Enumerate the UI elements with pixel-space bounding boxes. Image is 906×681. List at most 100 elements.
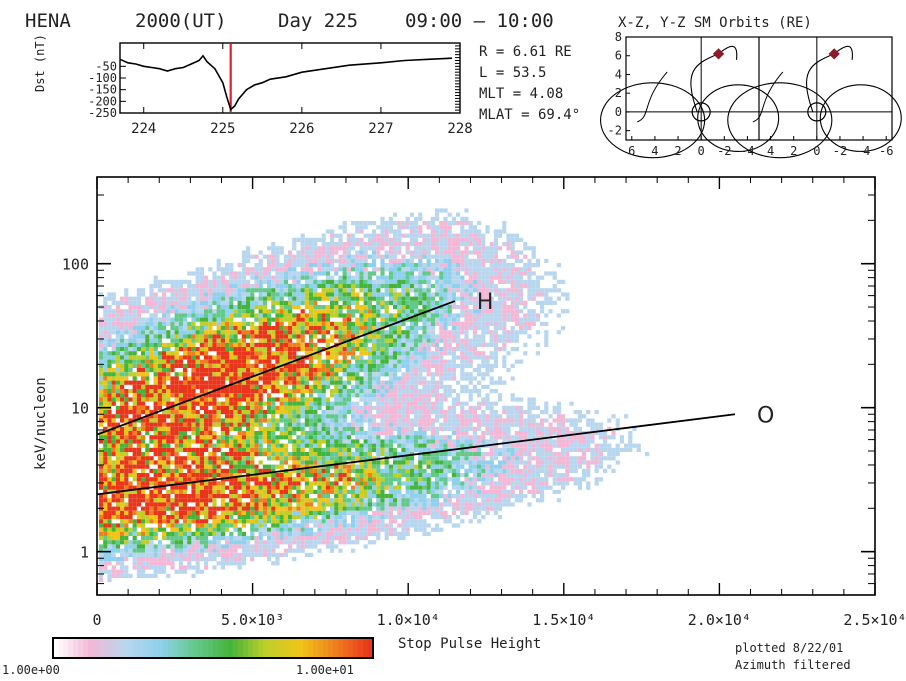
heatmap-cell bbox=[183, 431, 188, 436]
heatmap-cell bbox=[401, 338, 406, 343]
heatmap-cell bbox=[304, 414, 309, 419]
heatmap-cell bbox=[380, 317, 385, 322]
heatmap-cell bbox=[120, 561, 125, 566]
heatmap-cell bbox=[342, 258, 347, 263]
heatmap-cell bbox=[334, 519, 339, 524]
heatmap-cell bbox=[338, 422, 343, 427]
heatmap-cell bbox=[275, 498, 280, 503]
heatmap-cell bbox=[149, 347, 154, 352]
heatmap-cell bbox=[115, 393, 120, 398]
heatmap-cell bbox=[321, 414, 326, 419]
heatmap-cell bbox=[334, 271, 339, 276]
heatmap-cell bbox=[132, 473, 137, 478]
heatmap-cell bbox=[99, 393, 104, 398]
heatmap-cell bbox=[199, 351, 204, 356]
heatmap-cell bbox=[103, 552, 108, 557]
heatmap-cell bbox=[405, 271, 410, 276]
heatmap-cell bbox=[246, 410, 251, 415]
heatmap-cell bbox=[351, 313, 356, 318]
heatmap-cell bbox=[321, 485, 326, 490]
heatmap-cell bbox=[296, 389, 301, 394]
heatmap-cell bbox=[187, 363, 192, 368]
heatmap-cell bbox=[279, 531, 284, 536]
heatmap-cell bbox=[191, 515, 196, 520]
heatmap-cell bbox=[178, 326, 183, 331]
heatmap-cell bbox=[271, 342, 276, 347]
heatmap-cell bbox=[111, 447, 116, 452]
heatmap-cell bbox=[199, 359, 204, 364]
heatmap-cell bbox=[141, 477, 146, 482]
heatmap-cell bbox=[254, 515, 259, 520]
heatmap-cell bbox=[195, 481, 200, 486]
heatmap-cell bbox=[233, 372, 238, 377]
heatmap-cell bbox=[178, 468, 183, 473]
heatmap-cell bbox=[313, 296, 318, 301]
heatmap-cell bbox=[229, 279, 234, 284]
heatmap-cell bbox=[216, 523, 221, 528]
heatmap-cell bbox=[376, 519, 381, 524]
heatmap-cell bbox=[304, 372, 309, 377]
heatmap-cell bbox=[216, 334, 221, 339]
heatmap-cell bbox=[241, 271, 246, 276]
heatmap-cell bbox=[225, 473, 230, 478]
heatmap-cell bbox=[292, 414, 297, 419]
heatmap-cell bbox=[246, 363, 251, 368]
heatmap-cell bbox=[115, 510, 120, 515]
heatmap-cell bbox=[128, 321, 133, 326]
heatmap-cell bbox=[296, 292, 301, 297]
heatmap-cell bbox=[267, 531, 272, 536]
heatmap-cell bbox=[342, 435, 347, 440]
heatmap-cell bbox=[145, 326, 150, 331]
heatmap-cell bbox=[212, 418, 217, 423]
heatmap-cell bbox=[267, 548, 272, 553]
heatmap-cell bbox=[388, 477, 393, 482]
heatmap-cell bbox=[225, 326, 230, 331]
heatmap-cell bbox=[380, 418, 385, 423]
heatmap-cell bbox=[141, 552, 146, 557]
heatmap-cell bbox=[141, 309, 146, 314]
heatmap-cell bbox=[401, 460, 406, 465]
heatmap-cell bbox=[212, 443, 217, 448]
heatmap-cell bbox=[103, 393, 108, 398]
heatmap-cell bbox=[204, 527, 209, 532]
heatmap-cell bbox=[141, 561, 146, 566]
heatmap-cell bbox=[204, 397, 209, 402]
heatmap-cell bbox=[124, 317, 129, 322]
heatmap-cell bbox=[216, 279, 221, 284]
heatmap-cell bbox=[384, 494, 389, 499]
heatmap-cell bbox=[128, 552, 133, 557]
heatmap-cell bbox=[321, 447, 326, 452]
heatmap-cell bbox=[99, 531, 104, 536]
heatmap-cell bbox=[229, 485, 234, 490]
heatmap-cell bbox=[195, 435, 200, 440]
heatmap-cell bbox=[325, 368, 330, 373]
heatmap-cell bbox=[162, 389, 167, 394]
heatmap-cell bbox=[388, 317, 393, 322]
heatmap-cell bbox=[304, 321, 309, 326]
heatmap-cell bbox=[363, 292, 368, 297]
heatmap-cell bbox=[111, 557, 116, 562]
heatmap-cell bbox=[380, 452, 385, 457]
heatmap-cell bbox=[330, 263, 335, 268]
heatmap-cell bbox=[393, 229, 398, 234]
heatmap-cell bbox=[204, 313, 209, 318]
heatmap-cell bbox=[178, 347, 183, 352]
heatmap-cell bbox=[384, 321, 389, 326]
heatmap-cell bbox=[246, 494, 251, 499]
heatmap-cell bbox=[212, 447, 217, 452]
heatmap-cell bbox=[229, 414, 234, 419]
heatmap-cell bbox=[262, 389, 267, 394]
heatmap-cell bbox=[216, 359, 221, 364]
heatmap-cell bbox=[300, 536, 305, 541]
heatmap-cell bbox=[128, 494, 133, 499]
heatmap-cell bbox=[174, 510, 179, 515]
heatmap-cell bbox=[267, 485, 272, 490]
heatmap-cell bbox=[317, 363, 322, 368]
heatmap-cell bbox=[132, 485, 137, 490]
heatmap-cell bbox=[330, 284, 335, 289]
heatmap-cell bbox=[397, 275, 402, 280]
heatmap-cell bbox=[275, 250, 280, 255]
heatmap-cell bbox=[225, 418, 230, 423]
heatmap-cell bbox=[271, 439, 276, 444]
heatmap-cell bbox=[351, 368, 356, 373]
